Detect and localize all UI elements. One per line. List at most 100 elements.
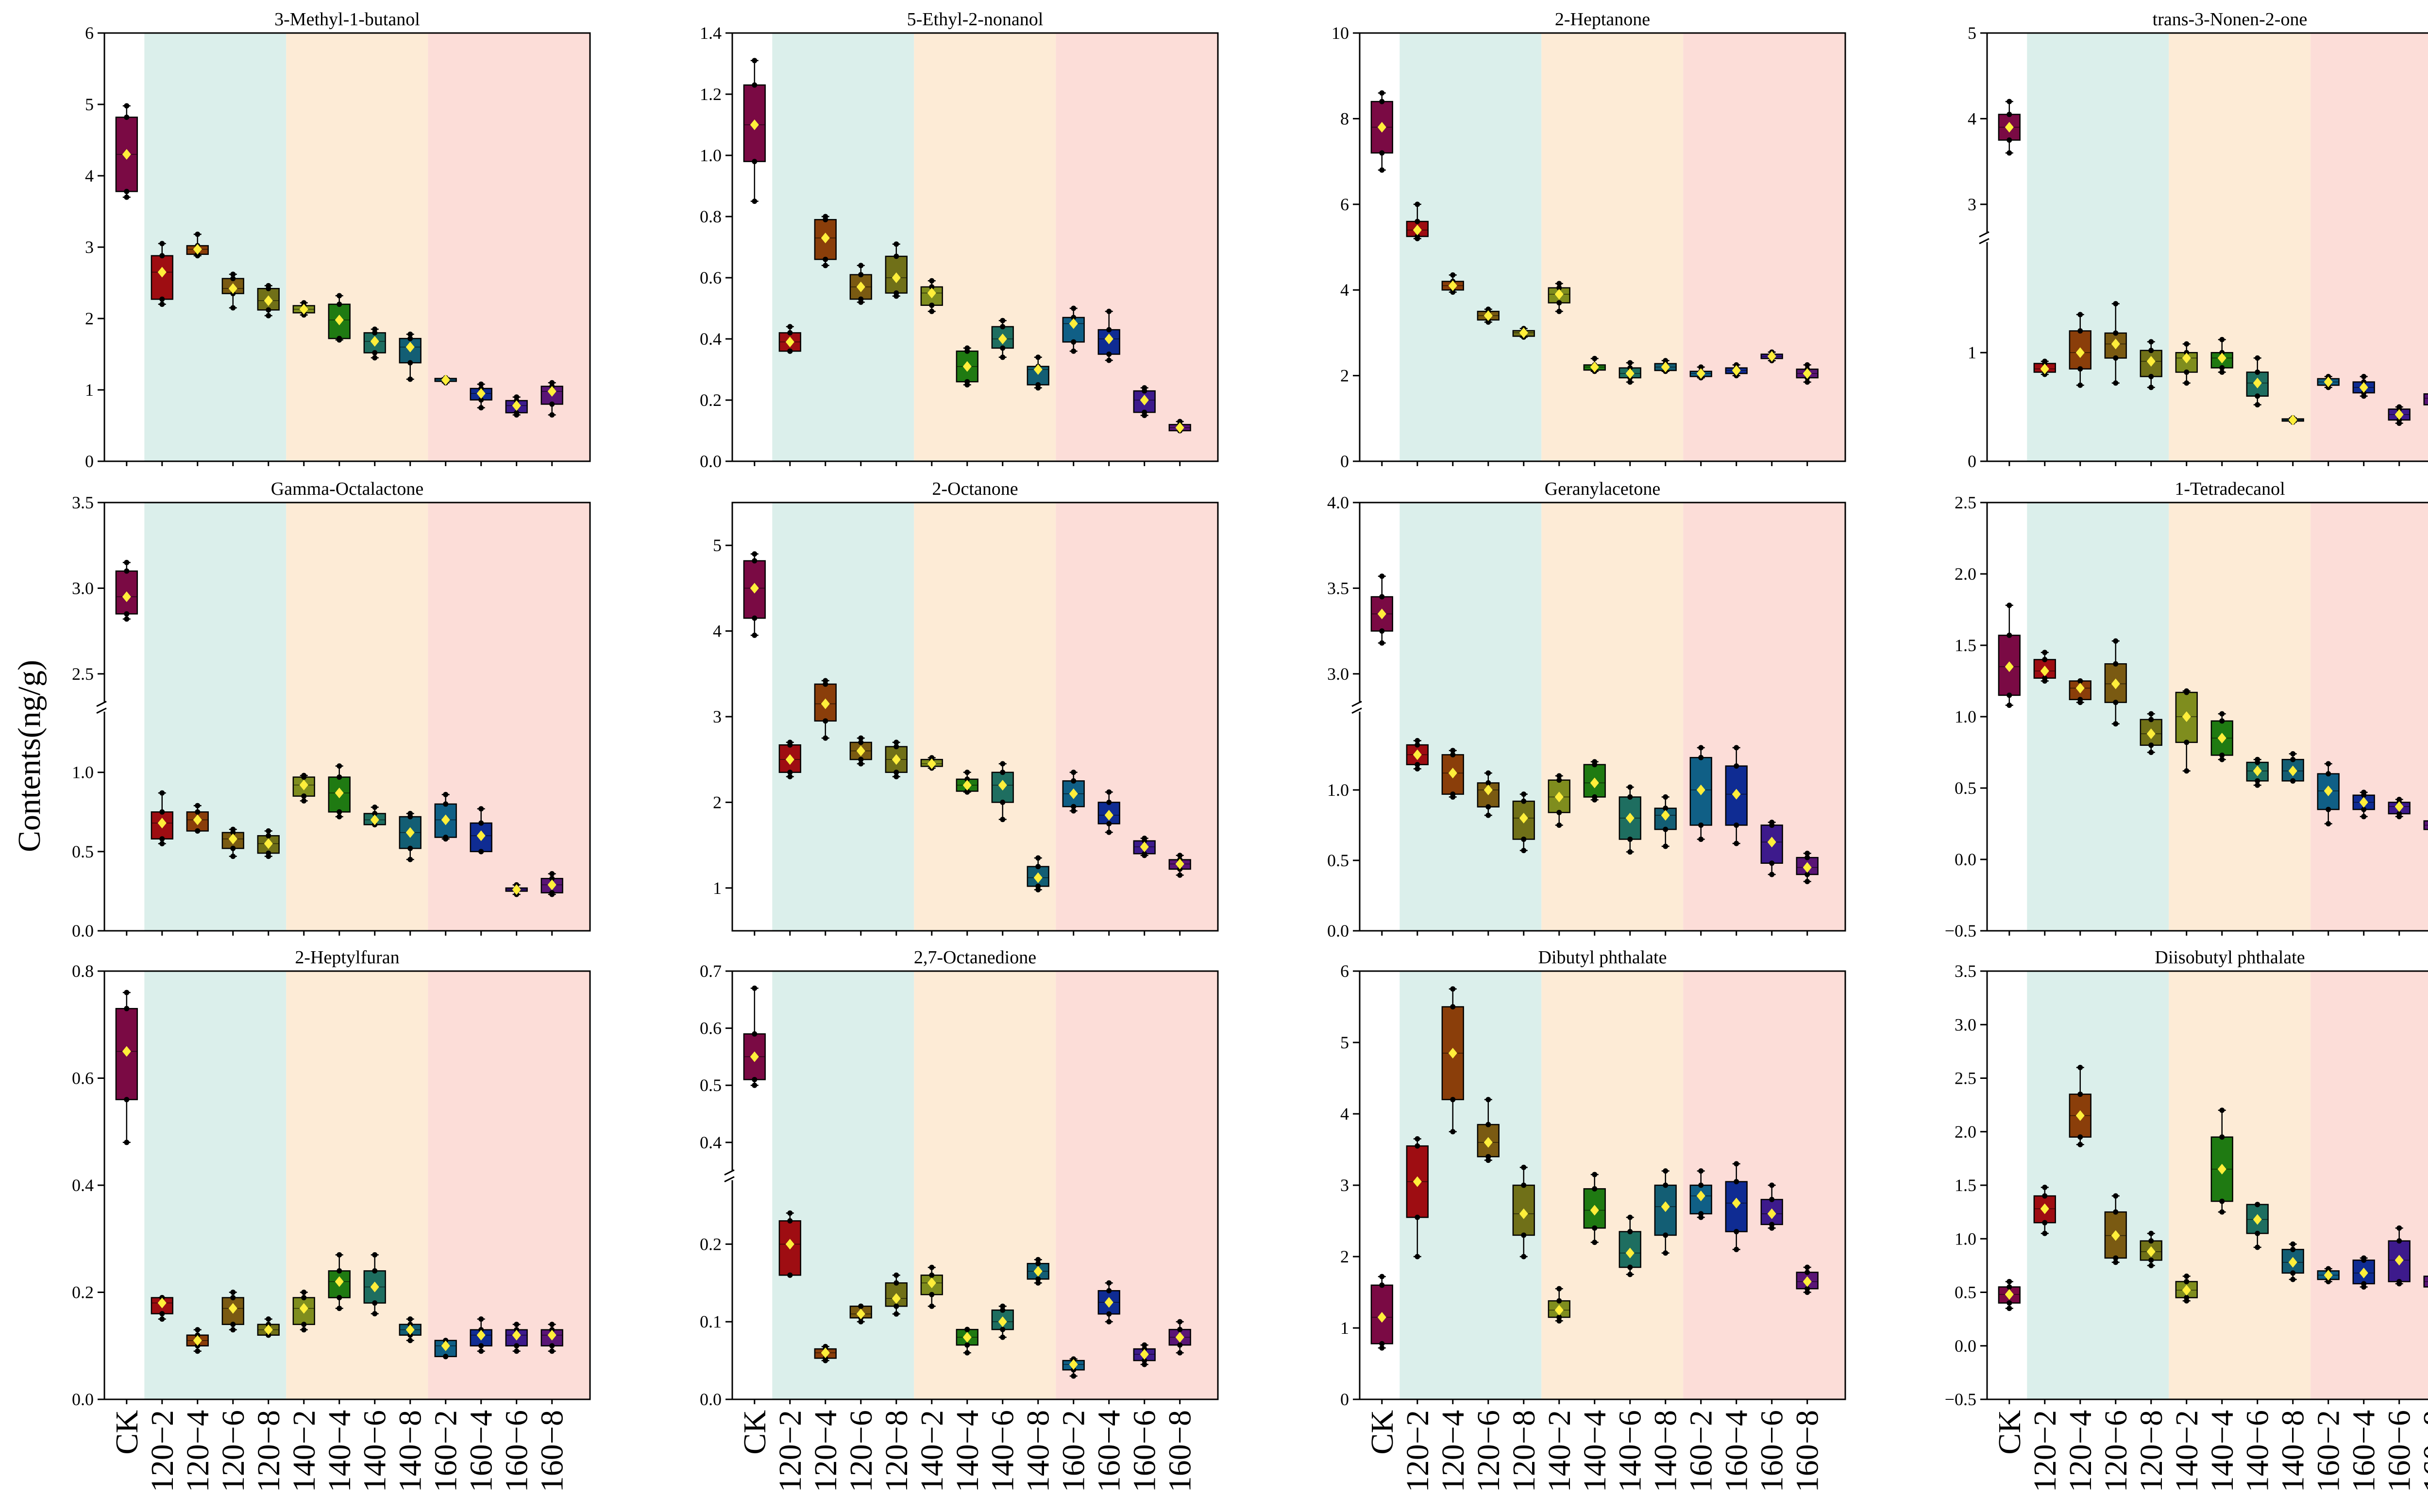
data-point — [2184, 768, 2190, 774]
data-point — [2396, 417, 2402, 423]
mean-marker — [1175, 858, 1184, 870]
box-140−2 — [2175, 341, 2198, 386]
data-point — [1804, 1264, 1810, 1270]
y-tick-label: 0 — [85, 452, 94, 471]
subplot-title: 2-Octanone — [932, 479, 1018, 499]
band-b160 — [1056, 971, 1218, 1399]
mean-marker — [441, 1340, 450, 1351]
box-140−8 — [2281, 414, 2304, 425]
data-point — [2113, 355, 2119, 361]
data-point — [301, 1327, 307, 1333]
mean-marker — [1732, 789, 1741, 800]
data-point — [1485, 770, 1491, 776]
data-point — [2113, 1255, 2119, 1261]
y-tick-label: 1.4 — [700, 23, 722, 43]
box-140−8 — [1027, 354, 1049, 391]
box-CK — [115, 103, 138, 200]
data-point — [1592, 1240, 1598, 1245]
data-point — [407, 811, 413, 817]
data-point — [858, 296, 864, 302]
data-point — [230, 826, 236, 832]
x-tick-label: 160−2 — [428, 1410, 464, 1492]
mean-marker — [1104, 334, 1113, 344]
mean-marker — [1661, 1201, 1670, 1212]
box-140−4 — [1583, 759, 1606, 803]
box-140−4 — [956, 770, 978, 795]
data-point — [1415, 766, 1420, 772]
data-point — [2148, 1238, 2154, 1244]
data-point — [2326, 373, 2331, 379]
x-tick-label: 140−2 — [1542, 1410, 1577, 1492]
subplot: 0 1 3 4 5 trans-3-Nonen-2-one — [1968, 9, 2428, 471]
data-point — [337, 336, 342, 341]
data-point — [195, 803, 201, 808]
box-120−6 — [2104, 301, 2127, 386]
data-point — [964, 345, 970, 351]
data-point — [1556, 281, 1562, 286]
data-point — [337, 774, 342, 780]
data-point — [124, 616, 130, 622]
data-point — [1177, 1327, 1183, 1332]
data-point — [407, 1322, 413, 1327]
data-point — [1769, 860, 1775, 866]
data-point — [2113, 330, 2119, 336]
data-point — [2148, 750, 2154, 755]
data-point — [2184, 370, 2190, 375]
data-point — [2326, 806, 2331, 812]
mean-marker — [228, 833, 237, 844]
y-tick-label: 2.5 — [1955, 1069, 1976, 1088]
mean-marker — [2359, 797, 2368, 808]
data-point — [964, 776, 970, 782]
y-tick-label: 5 — [1968, 23, 1976, 43]
x-tick-label: 120−8 — [251, 1410, 287, 1492]
mean-marker — [1484, 310, 1493, 321]
mean-marker — [157, 818, 167, 829]
data-point — [372, 355, 378, 361]
box-140−2 — [1548, 773, 1570, 828]
data-point — [894, 1311, 899, 1317]
x-tick-label: 120−8 — [879, 1410, 914, 1492]
mean-marker — [2040, 1203, 2049, 1214]
x-tick-label: 140−4 — [950, 1410, 985, 1492]
data-point — [2006, 603, 2012, 608]
data-point — [478, 397, 484, 403]
subplot-title: 3-Methyl-1-butanol — [274, 9, 420, 30]
data-point — [1556, 1314, 1562, 1320]
mean-marker — [1696, 784, 1705, 795]
data-point — [1035, 354, 1041, 360]
mean-marker — [2324, 785, 2333, 796]
data-point — [964, 379, 970, 385]
box-140−2 — [2175, 1273, 2198, 1304]
y-tick-label: 0.5 — [1327, 851, 1349, 870]
x-tick-label: 160−6 — [2382, 1410, 2417, 1492]
band-b140 — [286, 33, 428, 461]
data-point — [2290, 778, 2296, 784]
data-point — [2361, 390, 2367, 396]
data-point — [407, 1338, 413, 1344]
mean-marker — [122, 149, 131, 160]
box-140−8 — [1654, 794, 1677, 849]
box-CK — [743, 551, 766, 638]
mean-marker — [1803, 862, 1812, 873]
data-point — [2255, 782, 2260, 788]
y-tick-label: 1 — [85, 380, 94, 400]
data-point — [2326, 1266, 2331, 1272]
mean-marker — [441, 814, 450, 825]
data-point — [1556, 300, 1562, 306]
box-160−4 — [1097, 308, 1120, 363]
box-CK — [1370, 1274, 1393, 1351]
data-point — [1804, 855, 1810, 860]
data-point — [1698, 836, 1704, 842]
data-point — [1142, 1358, 1147, 1363]
mean-marker — [1661, 361, 1670, 372]
subplot: 0 2 4 6 8 10 2-Heptanone — [1332, 9, 1846, 471]
box-160−8 — [1796, 362, 1819, 385]
mean-marker — [2253, 377, 2262, 388]
data-point — [1415, 742, 1420, 748]
box-120−8 — [2140, 1230, 2162, 1268]
axis-break-mark — [1979, 231, 1990, 237]
box-140−2 — [920, 755, 943, 771]
global-y-axis-label: Contents(ng/g) — [12, 660, 47, 852]
data-point — [549, 875, 555, 881]
data-point — [1379, 1341, 1385, 1346]
